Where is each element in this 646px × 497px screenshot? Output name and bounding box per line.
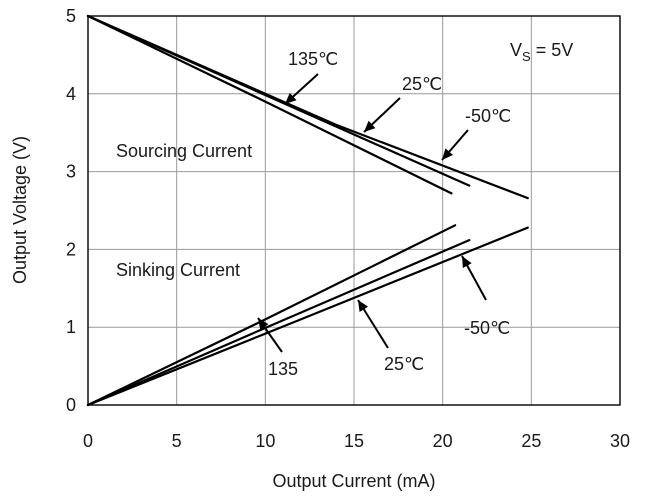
x-tick-label: 30 bbox=[610, 431, 630, 451]
series-sourcing-m50 bbox=[86, 14, 529, 200]
series-sinking-m50 bbox=[86, 226, 529, 407]
series-sinking-135 bbox=[86, 224, 457, 407]
arrow-sinking-135 bbox=[257, 317, 283, 353]
x-tick-label: 15 bbox=[344, 431, 364, 451]
supply-symbol: V bbox=[510, 40, 522, 60]
x-tick-label: 0 bbox=[83, 431, 93, 451]
sinking-m50-label: -50℃ bbox=[464, 318, 510, 338]
x-axis-label: Output Current (mA) bbox=[272, 471, 435, 491]
series-sinking-25 bbox=[86, 239, 471, 407]
arrow-sourcing-25 bbox=[363, 97, 401, 133]
sourcing-m50-label: -50℃ bbox=[465, 106, 511, 126]
x-tick-label: 25 bbox=[521, 431, 541, 451]
arrow-sourcing-135 bbox=[284, 73, 319, 105]
y-tick-label: 4 bbox=[66, 84, 76, 104]
x-tick-label: 20 bbox=[433, 431, 453, 451]
sinking-current-label: Sinking Current bbox=[116, 260, 240, 280]
y-tick-label: 1 bbox=[66, 317, 76, 337]
y-tick-label: 2 bbox=[66, 239, 76, 259]
y-tick-label: 5 bbox=[66, 6, 76, 26]
sourcing-135-label: 135℃ bbox=[288, 49, 338, 69]
x-tick-label: 5 bbox=[172, 431, 182, 451]
y-tick-label: 0 bbox=[66, 395, 76, 415]
supply-voltage-label: VS = 5V bbox=[510, 40, 573, 64]
series-group bbox=[86, 14, 529, 407]
sourcing-current-label: Sourcing Current bbox=[116, 141, 252, 161]
arrow-sourcing-m50 bbox=[441, 129, 469, 161]
grid-lines bbox=[88, 16, 620, 405]
annotation-arrows bbox=[257, 73, 487, 353]
sinking-135-label: 135 bbox=[268, 359, 298, 379]
x-tick-label: 10 bbox=[255, 431, 275, 451]
sinking-25-label: 25℃ bbox=[384, 354, 424, 374]
plot-frame bbox=[87, 15, 621, 406]
y-axis-label: Output Voltage (V) bbox=[10, 136, 30, 284]
supply-value: = 5V bbox=[531, 40, 574, 60]
supply-subscript: S bbox=[522, 49, 531, 64]
arrow-sinking-m50 bbox=[461, 255, 487, 301]
arrow-sinking-25 bbox=[357, 299, 389, 349]
tick-labels: 0 5 10 15 20 25 30 0 1 2 3 4 5 bbox=[66, 6, 630, 451]
series-sourcing-135 bbox=[86, 14, 453, 195]
sourcing-25-label: 25℃ bbox=[402, 74, 442, 94]
y-tick-label: 3 bbox=[66, 162, 76, 182]
